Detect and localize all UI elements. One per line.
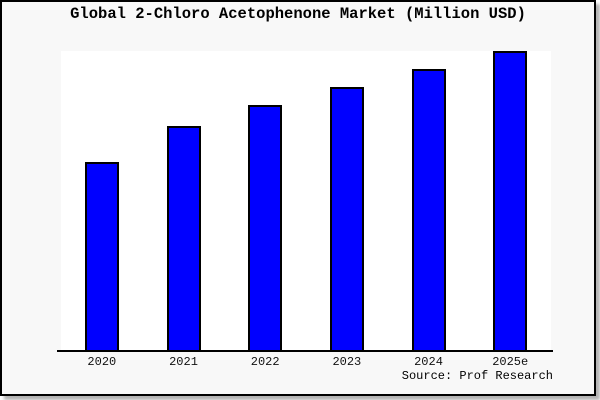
bar-slot-2022 bbox=[224, 51, 306, 351]
x-tick-label-2025e: 2025e bbox=[492, 355, 529, 369]
x-tick-label-2022: 2022 bbox=[250, 355, 280, 369]
bars-container bbox=[61, 51, 551, 351]
bar-2024 bbox=[411, 69, 446, 351]
bar-slot-2020 bbox=[61, 51, 143, 351]
bar-2023 bbox=[329, 87, 364, 351]
x-tick-label-2023: 2023 bbox=[332, 355, 362, 369]
source-label: Source: Prof Research bbox=[401, 369, 553, 383]
x-axis-line bbox=[57, 350, 553, 352]
x-axis-tick-labels: 2020 2021 2022 2023 2024 2025e bbox=[61, 355, 551, 369]
bar-slot-2024 bbox=[388, 51, 470, 351]
x-tick-label-2021: 2021 bbox=[169, 355, 198, 369]
bar-2021 bbox=[166, 126, 201, 351]
chart-title: Global 2-Chloro Acetophenone Market (Mil… bbox=[70, 5, 526, 23]
bar-2022 bbox=[248, 105, 283, 351]
bar-2025e bbox=[493, 51, 528, 351]
plot-area bbox=[61, 51, 551, 351]
bar-slot-2023 bbox=[306, 51, 388, 351]
bar-2020 bbox=[84, 162, 119, 351]
bar-slot-2021 bbox=[143, 51, 225, 351]
bar-slot-2025e bbox=[469, 51, 551, 351]
x-tick-label-2020: 2020 bbox=[87, 355, 117, 369]
x-tick-label-2024: 2024 bbox=[414, 355, 443, 369]
